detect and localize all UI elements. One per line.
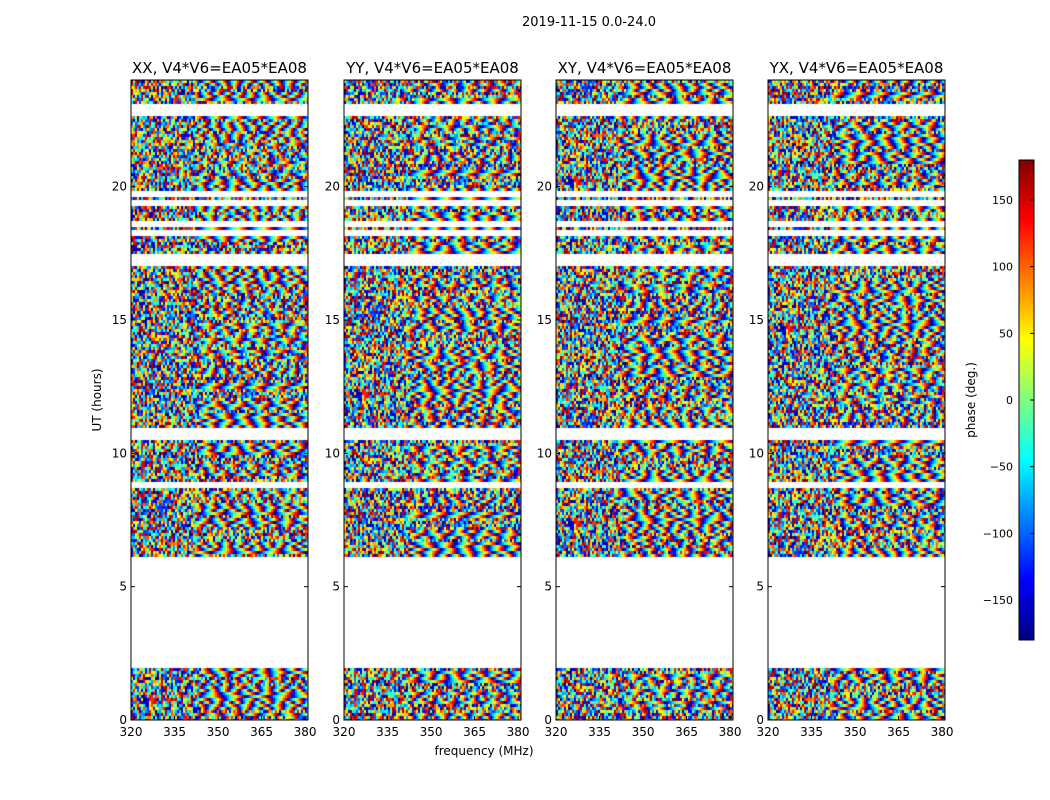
colorbar-ticks: −150 −100 −50 0 50 100 150 — [983, 194, 1034, 607]
panel-xx: XX, V4*V6=EA05*EA08 320 335 350 365 380 0 5 10 15… — [112, 59, 317, 739]
panel-title: XX, V4*V6=EA05*EA08 — [132, 59, 307, 77]
x-tick-label: 350 — [844, 725, 867, 739]
panel-yx: YX, V4*V6=EA05*EA08 320 335 350 365 380 0 5 10 15… — [749, 59, 954, 739]
x-tick-label: 335 — [588, 725, 611, 739]
panel-title: YY, V4*V6=EA05*EA08 — [345, 59, 519, 77]
y-tick-label: 10 — [325, 446, 340, 460]
y-tick-label: 15 — [537, 313, 552, 327]
y-tick-label: 5 — [756, 580, 764, 594]
x-tick-label: 335 — [376, 725, 399, 739]
y-tick-label: 5 — [332, 580, 340, 594]
y-tick-label: 0 — [119, 713, 127, 727]
x-tick-label: 320 — [545, 725, 568, 739]
panel-title: XY, V4*V6=EA05*EA08 — [558, 59, 732, 77]
x-tick-label: 320 — [333, 725, 356, 739]
x-tick-label: 365 — [463, 725, 486, 739]
figure-suptitle: 2019-11-15 0.0-24.0 — [522, 15, 656, 30]
y-tick-label: 15 — [749, 313, 764, 327]
phase-heatmap — [556, 80, 733, 720]
colorbar-label: phase (deg.) — [964, 362, 978, 438]
y-tick-label: 15 — [112, 313, 127, 327]
panel-title: YX, V4*V6=EA05*EA08 — [769, 59, 944, 77]
y-axis-label: UT (hours) — [90, 368, 104, 431]
x-tick-label: 380 — [507, 725, 530, 739]
y-tick-label: 20 — [112, 180, 127, 194]
panel-frame — [343, 79, 522, 721]
y-tick-label: 20 — [749, 180, 764, 194]
panels-group: XX, V4*V6=EA05*EA08 320 335 350 365 380 0 5 10 15… — [112, 59, 954, 739]
x-tick-label: 350 — [420, 725, 443, 739]
x-tick-label: 320 — [120, 725, 143, 739]
phase-heatmap — [768, 80, 945, 720]
colorbar-tick-label: −50 — [990, 461, 1013, 474]
y-tick-label: 0 — [756, 713, 764, 727]
y-tick-label: 0 — [332, 713, 340, 727]
colorbar-tick-label: 50 — [999, 327, 1013, 340]
phase-heatmap — [131, 80, 308, 720]
y-tick-label: 5 — [119, 580, 127, 594]
x-axis-label: frequency (MHz) — [434, 744, 533, 758]
x-tick-label: 350 — [207, 725, 230, 739]
x-tick-label: 380 — [294, 725, 317, 739]
y-tick-label: 10 — [749, 446, 764, 460]
y-tick-label: 15 — [325, 313, 340, 327]
x-tick-label: 380 — [719, 725, 742, 739]
x-tick-label: 320 — [757, 725, 780, 739]
colorbar-tick-label: −150 — [983, 594, 1013, 607]
x-tick-label: 350 — [632, 725, 655, 739]
panel-frame — [130, 79, 309, 721]
colorbar-tick-label: 100 — [992, 261, 1013, 274]
x-tick-label: 365 — [887, 725, 910, 739]
y-tick-label: 10 — [112, 446, 127, 460]
y-tick-label: 20 — [537, 180, 552, 194]
x-tick-label: 365 — [250, 725, 273, 739]
y-tick-label: 0 — [544, 713, 552, 727]
colorbar-tick-label: 0 — [1006, 394, 1013, 407]
y-tick-label: 20 — [325, 180, 340, 194]
phase-heatmap — [344, 80, 521, 720]
colorbar-tick-label: −100 — [983, 527, 1013, 540]
panel-yy: YY, V4*V6=EA05*EA08 320 335 350 365 380 0 5 10 15… — [325, 59, 530, 739]
panel-frame — [555, 79, 734, 721]
colorbar: −150 −100 −50 0 50 100 150 phase (deg.) — [964, 159, 1035, 641]
panel-xy: XY, V4*V6=EA05*EA08 320 335 350 365 380 0 5 10 15… — [537, 59, 742, 739]
y-tick-label: 10 — [537, 446, 552, 460]
x-tick-label: 335 — [800, 725, 823, 739]
colorbar-tick-label: 150 — [992, 194, 1013, 207]
y-tick-label: 5 — [544, 580, 552, 594]
x-tick-label: 365 — [675, 725, 698, 739]
x-tick-label: 335 — [163, 725, 186, 739]
x-tick-label: 380 — [931, 725, 954, 739]
panel-frame — [767, 79, 946, 721]
